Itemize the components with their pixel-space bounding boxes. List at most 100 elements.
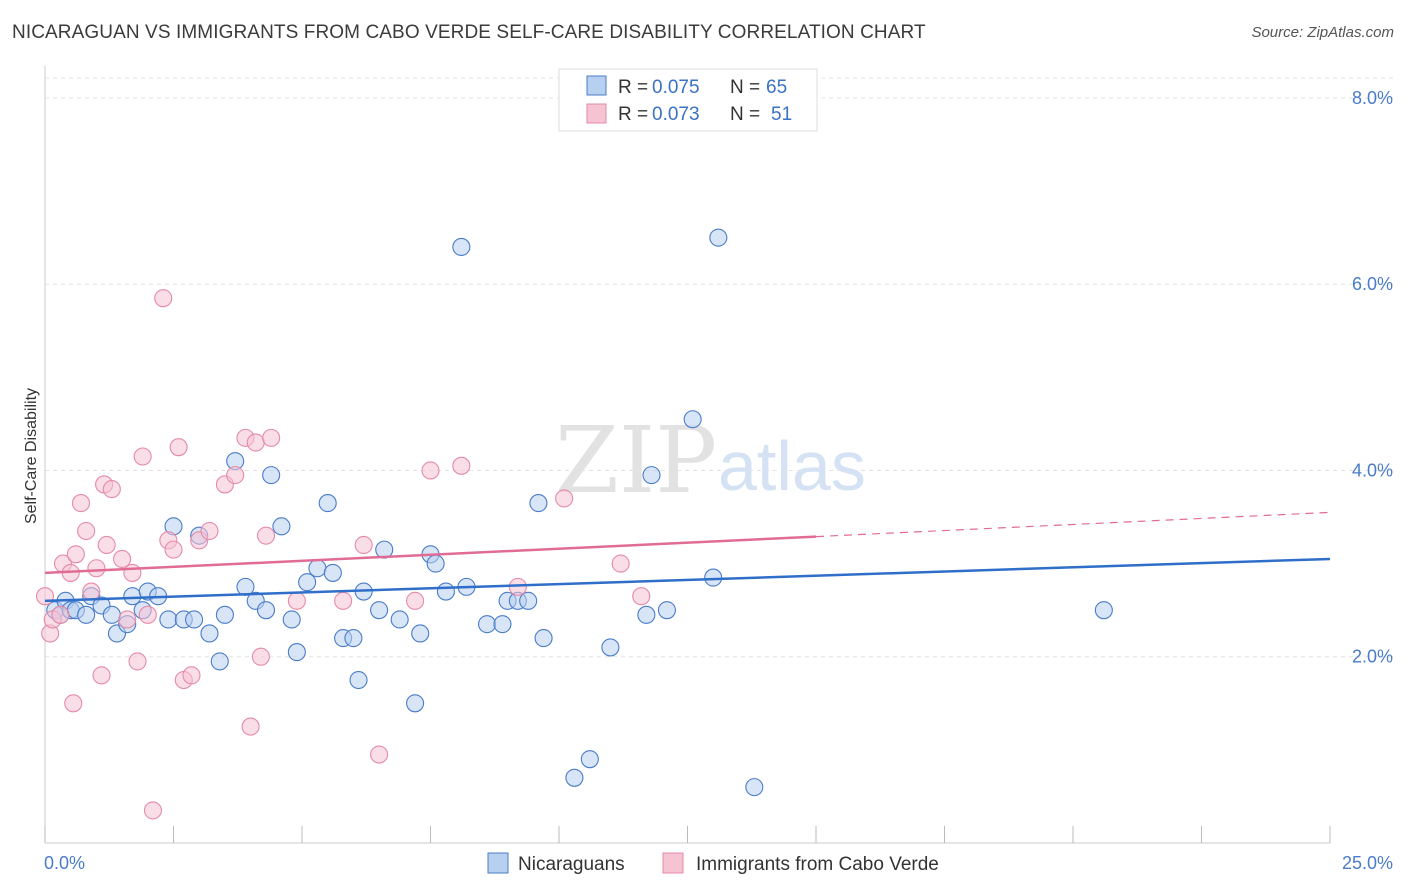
point-cabo-verde-49: [632, 587, 651, 606]
point-nicaraguans-61: [657, 601, 676, 620]
point-nicaraguans-27: [262, 466, 281, 485]
point-nicaraguans-28: [272, 517, 291, 536]
point-cabo-verde-40: [334, 591, 353, 610]
point-nicaraguans-66: [1094, 601, 1113, 620]
point-cabo-verde-25: [164, 540, 183, 559]
point-cabo-verde-44: [421, 461, 440, 480]
x-tick-label-min: 0.0%: [44, 853, 85, 873]
point-cabo-verde-21: [138, 605, 157, 624]
legend-r-label-pink: R =: [618, 104, 648, 125]
trend-line-extension-1: [815, 511, 1331, 538]
series-nicaraguans: [46, 228, 1113, 797]
point-cabo-verde-32: [226, 466, 245, 485]
point-nicaraguans-56: [565, 768, 584, 787]
point-cabo-verde-30: [200, 521, 219, 541]
point-cabo-verde-11: [87, 559, 106, 578]
point-nicaraguans-26: [256, 601, 276, 620]
point-cabo-verde-7: [66, 545, 85, 564]
point-cabo-verde-39: [287, 591, 306, 610]
point-nicaraguans-42: [406, 694, 425, 713]
point-nicaraguans-65: [745, 778, 764, 797]
point-cabo-verde-12: [92, 666, 111, 685]
point-nicaraguans-49: [477, 615, 497, 634]
point-cabo-verde-47: [555, 489, 574, 508]
point-nicaraguans-48: [452, 237, 471, 257]
y-tick-label-3: 8.0%: [1352, 88, 1393, 108]
point-cabo-verde-17: [118, 610, 137, 629]
point-cabo-verde-19: [128, 652, 147, 671]
trend-line-0: [44, 557, 1331, 603]
legend-swatch-pink: [586, 103, 607, 124]
point-cabo-verde-38: [262, 428, 281, 447]
bottom-legend-label-nicaraguans: Nicaraguans: [518, 854, 625, 875]
point-cabo-verde-42: [370, 745, 389, 764]
watermark-atlas: atlas: [718, 427, 866, 505]
point-cabo-verde-34: [241, 717, 260, 736]
legend-n-label-blue: N =: [730, 77, 760, 98]
legend-n-value-blue: 65: [766, 77, 787, 98]
point-nicaraguans-45: [426, 554, 445, 573]
point-cabo-verde-8: [71, 494, 91, 513]
bottom-legend-swatch-blue: [487, 852, 509, 874]
point-nicaraguans-8: [102, 605, 121, 624]
point-nicaraguans-20: [200, 624, 219, 643]
point-nicaraguans-21: [210, 652, 229, 671]
point-cabo-verde-37: [256, 526, 276, 545]
point-nicaraguans-64: [709, 228, 728, 247]
point-nicaraguans-58: [601, 638, 620, 657]
series-cabo-verde: [35, 289, 651, 820]
point-nicaraguans-18: [185, 610, 204, 629]
point-nicaraguans-55: [534, 629, 553, 648]
y-axis-label: Self-Care Disability: [23, 388, 40, 524]
point-cabo-verde-3: [51, 605, 70, 624]
y-tick-label-1: 4.0%: [1352, 460, 1393, 480]
point-cabo-verde-22: [143, 801, 162, 820]
legend-r-value-pink: 0.073: [652, 104, 700, 125]
point-cabo-verde-36: [251, 647, 270, 666]
point-nicaraguans-46: [436, 582, 455, 601]
point-nicaraguans-15: [159, 610, 178, 629]
point-cabo-verde-16: [113, 549, 132, 568]
y-tick-label-2: 6.0%: [1352, 274, 1393, 294]
point-cabo-verde-20: [133, 447, 152, 466]
point-nicaraguans-60: [642, 466, 661, 485]
point-cabo-verde-45: [452, 456, 471, 475]
source-credit: Source: ZipAtlas.com: [1251, 24, 1394, 41]
y-tick-labels: 2.0% 4.0% 6.0% 8.0%: [1352, 88, 1393, 667]
axes: [44, 66, 1331, 844]
point-cabo-verde-15: [102, 480, 121, 499]
point-nicaraguans-11: [123, 587, 142, 606]
legend-n-value-pink: 51: [771, 104, 792, 125]
point-nicaraguans-33: [318, 494, 337, 513]
point-cabo-verde-43: [406, 591, 425, 610]
point-nicaraguans-57: [580, 750, 599, 769]
gridlines: [45, 77, 1393, 658]
legend-r-value-blue: 0.075: [652, 77, 700, 98]
point-nicaraguans-31: [298, 573, 317, 592]
chart-title: NICARAGUAN VS IMMIGRANTS FROM CABO VERDE…: [12, 22, 926, 43]
point-nicaraguans-63: [704, 568, 723, 587]
point-nicaraguans-59: [637, 605, 656, 624]
point-cabo-verde-28: [182, 666, 201, 685]
point-nicaraguans-5: [77, 605, 96, 624]
point-nicaraguans-37: [349, 670, 368, 690]
point-cabo-verde-18: [123, 563, 142, 582]
correlation-legend: R = 0.075 N = 65 R = 0.073 N = 51: [558, 68, 818, 132]
bottom-legend-swatch-pink: [662, 852, 684, 874]
point-nicaraguans-32: [308, 559, 327, 578]
point-nicaraguans-53: [519, 591, 538, 610]
bottom-legend-label-cabo-verde: Immigrants from Cabo Verde: [696, 854, 939, 875]
point-cabo-verde-46: [508, 577, 527, 596]
legend-r-label-blue: R =: [618, 77, 648, 98]
point-nicaraguans-50: [493, 615, 512, 634]
point-cabo-verde-48: [611, 554, 630, 573]
point-nicaraguans-30: [287, 643, 306, 662]
point-nicaraguans-36: [344, 629, 363, 648]
trend-line-1: [44, 535, 817, 575]
y-tick-label-0: 2.0%: [1352, 647, 1393, 667]
point-cabo-verde-41: [354, 535, 373, 555]
trend-lines: [44, 511, 1331, 603]
point-cabo-verde-26: [169, 438, 188, 457]
point-nicaraguans-29: [282, 610, 301, 629]
